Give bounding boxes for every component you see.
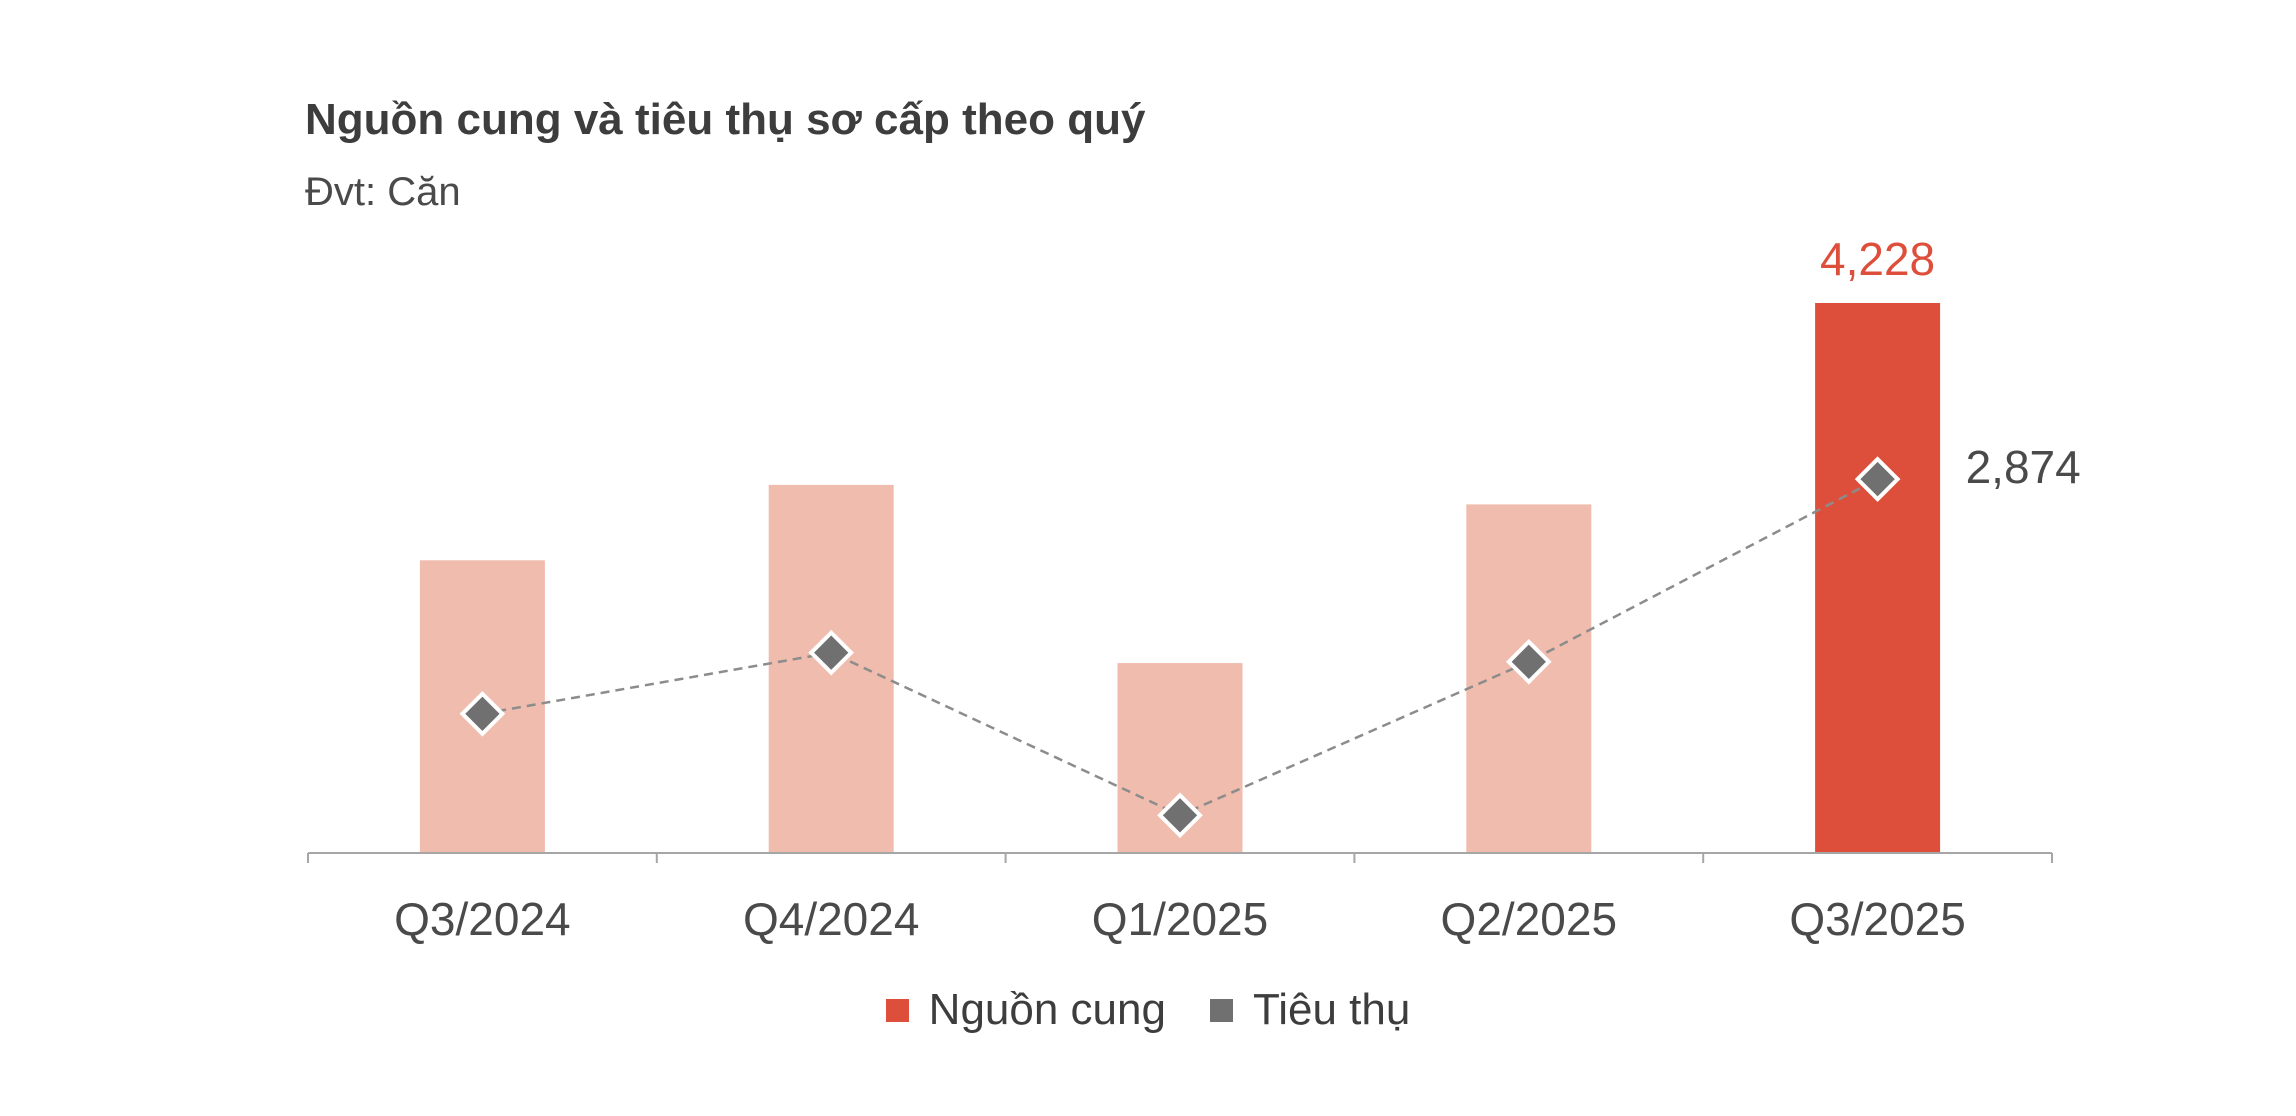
x-tick-label: Q1/2025 bbox=[1092, 893, 1268, 945]
x-tick-label: Q3/2024 bbox=[394, 893, 570, 945]
legend-item-supply: Nguồn cung bbox=[885, 985, 1166, 1035]
consumption-point-q4-2024 bbox=[808, 629, 855, 676]
legend-label-supply: Nguồn cung bbox=[928, 985, 1166, 1034]
chart-title: Nguồn cung và tiêu thụ sơ cấp theo quý bbox=[305, 95, 1146, 144]
bar-q3-2025 bbox=[1815, 303, 1941, 853]
bar-data-label: 4,228 bbox=[1820, 233, 1935, 285]
x-tick-label: Q3/2025 bbox=[1789, 893, 1965, 945]
legend-item-consumption: Tiêu thụ bbox=[1209, 985, 1411, 1035]
legend-swatch-consumption-icon bbox=[1209, 998, 1233, 1022]
chart-legend: Nguồn cung Tiêu thụ bbox=[0, 985, 2296, 1035]
consumption-point-q3-2024 bbox=[459, 690, 506, 737]
consumption-point-q2-2025 bbox=[1505, 638, 1552, 685]
legend-swatch-supply-icon bbox=[885, 998, 909, 1022]
legend-label-consumption: Tiêu thụ bbox=[1252, 985, 1411, 1034]
x-tick-label: Q2/2025 bbox=[1441, 893, 1617, 945]
chart-unit-subtitle: Đvt: Căn bbox=[305, 170, 461, 214]
x-tick-label: Q4/2024 bbox=[743, 893, 919, 945]
consumption-point-q1-2025 bbox=[1157, 792, 1203, 839]
line-data-label: 2,874 bbox=[1966, 441, 2081, 493]
consumption-point-q3-2025 bbox=[1854, 456, 1901, 502]
